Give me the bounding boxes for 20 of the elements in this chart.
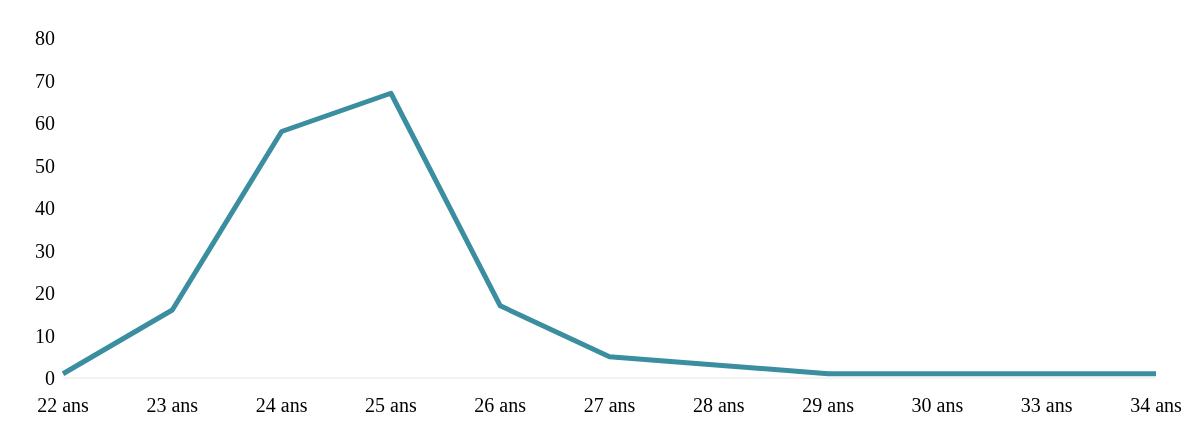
x-tick-label: 24 ans — [255, 394, 308, 417]
y-tick-label: 30 — [35, 239, 55, 262]
y-tick-label: 40 — [35, 197, 55, 220]
x-tick-label: 34 ans — [1130, 394, 1183, 417]
x-tick-label: 30 ans — [911, 394, 964, 417]
x-tick-label: 29 ans — [802, 394, 855, 417]
x-tick-label: 25 ans — [365, 394, 417, 417]
y-tick-label: 0 — [45, 367, 55, 390]
y-tick-label: 60 — [35, 112, 55, 135]
x-tick-label: 23 ans — [146, 394, 199, 417]
x-tick-label: 27 ans — [583, 394, 636, 417]
x-tick-label: 28 ans — [692, 394, 745, 417]
y-tick-label: 10 — [35, 324, 55, 347]
x-tick-label: 22 ans — [37, 394, 90, 417]
y-tick-label: 20 — [35, 282, 55, 305]
y-tick-label: 80 — [35, 27, 55, 50]
y-tick-label: 50 — [35, 154, 55, 177]
y-tick-label: 70 — [35, 69, 55, 92]
x-tick-label: 33 ans — [1020, 394, 1073, 417]
x-tick-label: 26 ans — [474, 394, 527, 417]
